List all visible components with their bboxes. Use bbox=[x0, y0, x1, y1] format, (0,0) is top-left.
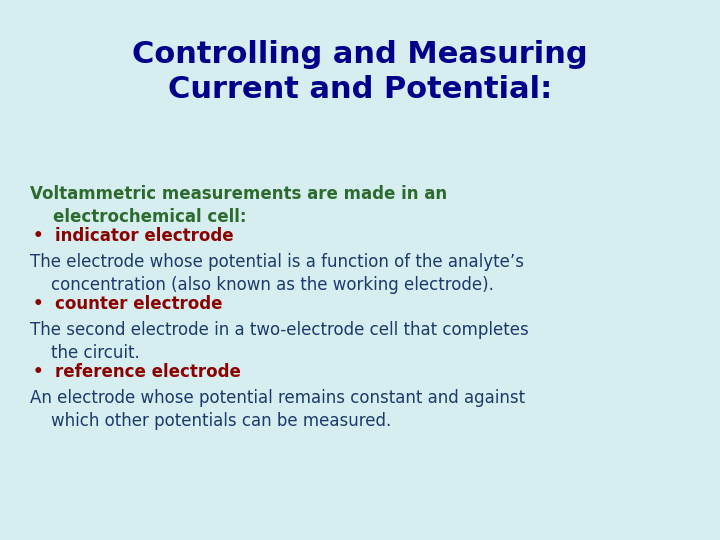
Text: counter electrode: counter electrode bbox=[55, 295, 222, 313]
Text: The second electrode in a two-electrode cell that completes
    the circuit.: The second electrode in a two-electrode … bbox=[30, 321, 528, 362]
Text: •: • bbox=[33, 363, 44, 381]
Text: reference electrode: reference electrode bbox=[55, 363, 241, 381]
Text: indicator electrode: indicator electrode bbox=[55, 227, 233, 245]
Text: Controlling and Measuring
Current and Potential:: Controlling and Measuring Current and Po… bbox=[132, 40, 588, 104]
Text: •: • bbox=[33, 227, 44, 245]
Text: Voltammetric measurements are made in an
    electrochemical cell:: Voltammetric measurements are made in an… bbox=[30, 185, 447, 226]
Text: An electrode whose potential remains constant and against
    which other potent: An electrode whose potential remains con… bbox=[30, 389, 525, 430]
Text: •: • bbox=[33, 295, 44, 313]
Text: The electrode whose potential is a function of the analyte’s
    concentration (: The electrode whose potential is a funct… bbox=[30, 253, 524, 294]
